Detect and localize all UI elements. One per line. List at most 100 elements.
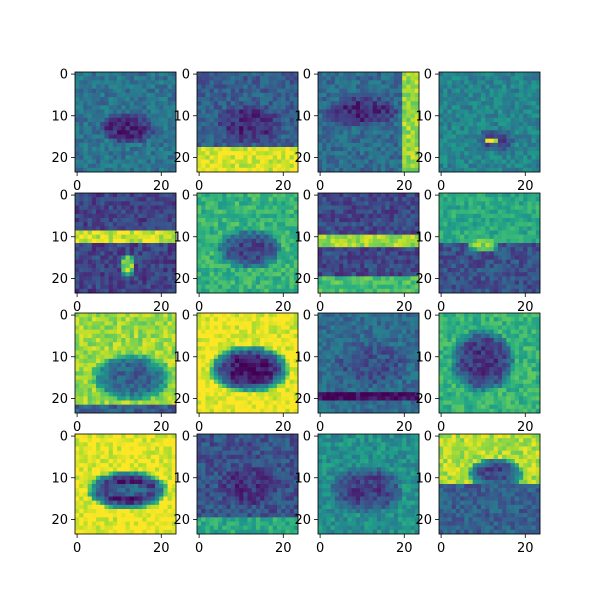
y-tick-label: 10 (294, 230, 311, 245)
panel-13-frame (74, 433, 177, 535)
y-tick-label: 0 (182, 309, 190, 324)
panel-8-frame (438, 192, 541, 294)
panel-16-image (439, 434, 541, 535)
y-tick-label: 20 (294, 513, 311, 528)
panel-12-image (439, 313, 541, 414)
y-tick-label: 20 (415, 272, 432, 287)
panel-4-frame (438, 71, 541, 173)
panel-10-image (197, 313, 299, 414)
y-tick-label: 10 (173, 109, 190, 124)
panel-5-image (75, 193, 177, 294)
y-tick-label: 0 (303, 430, 311, 445)
panel-2: 0 10 20 0 20 (173, 68, 299, 194)
x-tick-label: 0 (195, 541, 203, 556)
y-tick-label: 0 (60, 68, 68, 83)
y-tick-label: 0 (424, 189, 432, 204)
panel-9-frame (74, 312, 177, 414)
y-tick-label: 0 (303, 68, 311, 83)
x-tick-label: 20 (396, 541, 413, 556)
x-tick-label: 20 (396, 300, 413, 315)
y-tick-label: 20 (51, 151, 68, 166)
y-tick-label: 0 (424, 430, 432, 445)
x-tick-label: 0 (316, 300, 324, 315)
panel-12: 0 10 20 0 20 (415, 309, 541, 435)
panel-1-image (75, 72, 177, 173)
y-tick-label: 10 (51, 471, 68, 486)
y-tick-label: 10 (173, 230, 190, 245)
x-tick-label: 0 (73, 420, 81, 435)
panel-14-frame (196, 433, 299, 535)
panel-4-image (439, 72, 541, 173)
x-tick-label: 20 (153, 300, 170, 315)
panel-7: 0 10 20 0 20 (294, 189, 420, 315)
x-tick-label: 20 (396, 420, 413, 435)
panel-8: 0 10 20 0 20 (415, 189, 541, 315)
panel-14-image (197, 434, 299, 535)
y-tick-label: 20 (51, 272, 68, 287)
panel-6: 0 10 20 0 20 (173, 189, 299, 315)
x-tick-label: 20 (153, 179, 170, 194)
x-tick-label: 0 (73, 300, 81, 315)
y-tick-label: 0 (60, 189, 68, 204)
y-tick-label: 20 (173, 151, 190, 166)
x-tick-label: 20 (153, 541, 170, 556)
y-tick-label: 0 (303, 309, 311, 324)
panel-2-frame (196, 71, 299, 173)
panel-8-image (439, 193, 541, 294)
panel-14: 0 10 20 0 20 (173, 430, 299, 556)
panel-15: 0 10 20 0 20 (294, 430, 420, 556)
y-tick-label: 10 (173, 350, 190, 365)
x-tick-label: 20 (275, 541, 292, 556)
y-tick-label: 20 (51, 513, 68, 528)
x-tick-label: 0 (437, 300, 445, 315)
y-tick-label: 0 (424, 309, 432, 324)
panel-4: 0 10 20 0 20 (415, 68, 541, 194)
y-tick-label: 10 (294, 350, 311, 365)
y-tick-label: 20 (294, 392, 311, 407)
panel-11-image (318, 313, 420, 414)
x-tick-label: 0 (195, 300, 203, 315)
panel-6-image (197, 193, 299, 294)
x-tick-label: 0 (316, 420, 324, 435)
panel-1: 0 10 20 0 20 (51, 68, 177, 194)
y-tick-label: 10 (294, 471, 311, 486)
x-tick-label: 0 (437, 179, 445, 194)
y-tick-label: 0 (182, 430, 190, 445)
x-tick-label: 0 (195, 420, 203, 435)
panel-7-frame (317, 192, 420, 294)
x-tick-label: 0 (437, 420, 445, 435)
panel-5: 0 10 20 0 20 (51, 189, 177, 315)
panel-16-frame (438, 433, 541, 535)
panel-11-frame (317, 312, 420, 414)
y-tick-label: 0 (60, 430, 68, 445)
y-tick-label: 10 (173, 471, 190, 486)
x-tick-label: 0 (316, 541, 324, 556)
panel-9: 0 10 20 0 20 (51, 309, 177, 435)
x-tick-label: 20 (517, 300, 534, 315)
x-tick-label: 20 (275, 420, 292, 435)
y-tick-label: 10 (51, 230, 68, 245)
y-tick-label: 10 (51, 109, 68, 124)
y-tick-label: 20 (173, 272, 190, 287)
x-tick-label: 20 (275, 300, 292, 315)
panel-15-image (318, 434, 420, 535)
x-tick-label: 20 (153, 420, 170, 435)
y-tick-label: 0 (182, 189, 190, 204)
x-tick-label: 20 (396, 179, 413, 194)
x-tick-label: 20 (517, 179, 534, 194)
panel-9-image (75, 313, 177, 414)
y-tick-label: 10 (51, 350, 68, 365)
panel-11: 0 10 20 0 20 (294, 309, 420, 435)
y-tick-label: 10 (415, 471, 432, 486)
panel-1-frame (74, 71, 177, 173)
y-tick-label: 0 (303, 189, 311, 204)
y-tick-label: 0 (424, 68, 432, 83)
y-tick-label: 20 (173, 392, 190, 407)
y-tick-label: 0 (182, 68, 190, 83)
y-tick-label: 10 (294, 109, 311, 124)
y-tick-label: 20 (173, 513, 190, 528)
y-tick-label: 0 (60, 309, 68, 324)
panel-3: 0 10 20 0 20 (294, 68, 420, 194)
x-tick-label: 0 (316, 179, 324, 194)
